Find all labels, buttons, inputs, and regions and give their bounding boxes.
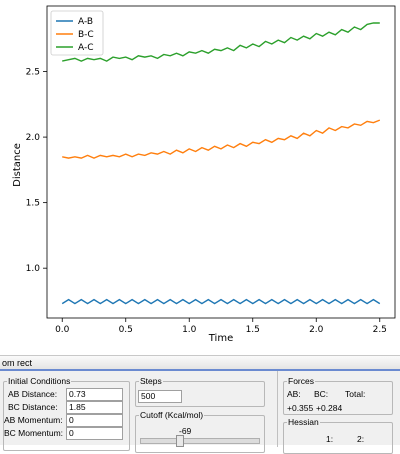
y-tick-label: 1.0 <box>26 264 41 274</box>
legend-label-a-c: A-C <box>78 43 94 53</box>
legend-label-a-b: A-B <box>78 17 93 27</box>
cutoff-value: -69 <box>179 426 192 436</box>
legend: A-B B-C A-C <box>50 10 104 56</box>
control-panel: Initial Conditions AB Distance: 0.73 BC … <box>0 369 400 454</box>
x-tick-label: 0.5 <box>119 325 133 335</box>
cutoff-legend: Cutoff (Kcal/mol) <box>140 410 204 420</box>
window-title: om rect <box>2 358 33 368</box>
x-tick-label: 2.0 <box>309 325 324 335</box>
plot-area <box>46 5 396 319</box>
ab-momentum-label: AB Momentum: <box>4 415 63 425</box>
panel-divider <box>277 371 278 447</box>
series-line-a-b <box>61 298 381 305</box>
ab-momentum-field[interactable]: 0 <box>66 414 123 427</box>
y-tick-label: 2.5 <box>26 68 40 78</box>
forces-legend: Forces <box>288 376 314 386</box>
bc-distance-label: BC Distance: <box>8 402 58 412</box>
cutoff-slider[interactable] <box>140 438 260 444</box>
legend-label-b-c: B-C <box>78 30 94 40</box>
bc-momentum-label: BC Momentum: <box>4 428 64 438</box>
ab-distance-field[interactable]: 0.73 <box>66 388 123 401</box>
cutoff-group: Cutoff (Kcal/mol) <box>135 411 265 453</box>
x-tick-label: 1.0 <box>182 325 197 335</box>
axes-frame <box>46 5 396 319</box>
steps-field[interactable]: 500 <box>138 390 182 403</box>
steps-group: Steps <box>135 377 265 407</box>
legend-box <box>50 10 104 56</box>
series-layer <box>61 22 381 305</box>
bc-distance-field[interactable]: 1.85 <box>66 401 123 414</box>
window-titlebar: om rect <box>0 355 400 369</box>
bc-momentum-field[interactable]: 0 <box>66 427 123 440</box>
x-tick-label: 0.0 <box>55 325 70 335</box>
ticks-layer: 0.0 0.5 1.0 1.5 2.0 2.5 1.0 1.5 2.0 2.5 <box>26 68 387 335</box>
y-tick-label: 2.0 <box>26 133 41 143</box>
cutoff-slider-thumb[interactable] <box>176 435 184 447</box>
initial-conditions-legend: Initial Conditions <box>8 376 71 386</box>
forces-bc-label: BC: <box>314 389 329 399</box>
y-axis-label: Distance <box>12 143 23 187</box>
steps-legend: Steps <box>140 376 162 386</box>
x-axis-label: Time <box>208 333 233 344</box>
distance-time-chart: 0.0 0.5 1.0 1.5 2.0 2.5 1.0 1.5 2.0 2.5 Time Dist… <box>12 5 396 344</box>
forces-group: Forces <box>283 377 393 415</box>
forces-bc-value: +0.284 <box>316 403 343 413</box>
hessian-legend: Hessian <box>288 417 319 427</box>
forces-ab-value: +0.355 <box>287 403 314 413</box>
forces-ab-label: AB: <box>287 389 301 399</box>
x-tick-label: 2.5 <box>373 325 387 335</box>
y-tick-label: 1.5 <box>26 199 40 209</box>
hessian-col2-label: 2: <box>357 434 365 444</box>
forces-total-label: Total: <box>345 389 366 399</box>
x-tick-label: 1.5 <box>246 325 260 335</box>
series-line-a-c <box>62 22 380 62</box>
hessian-group: Hessian <box>283 418 393 454</box>
hessian-col1-label: 1: <box>326 434 334 444</box>
ab-distance-label: AB Distance: <box>8 389 58 399</box>
series-line-b-c <box>62 119 381 159</box>
